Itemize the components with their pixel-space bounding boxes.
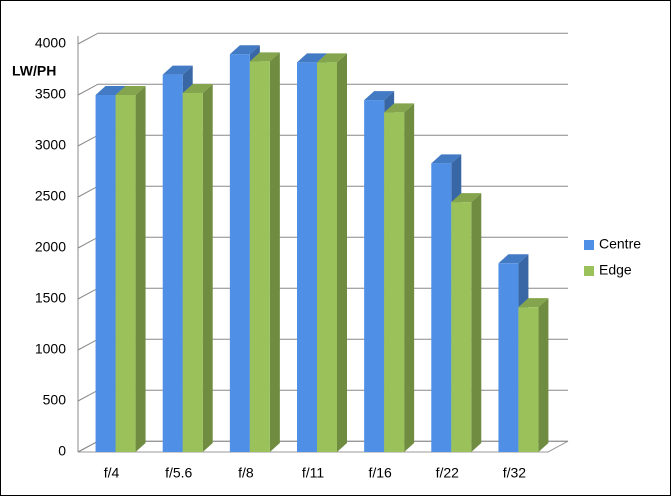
- bar-side: [202, 83, 213, 453]
- bar-top: [451, 193, 482, 203]
- bar: [297, 62, 317, 453]
- bar: [431, 163, 452, 452]
- bar: [451, 202, 472, 452]
- bar-top: [249, 52, 280, 62]
- bar-top: [364, 91, 395, 101]
- bar: [229, 54, 250, 452]
- bar: [249, 61, 270, 453]
- x-tick-label: f/11: [302, 465, 325, 481]
- legend-label: Edge: [599, 262, 632, 278]
- bar-side: [337, 53, 347, 453]
- bar: [95, 95, 116, 452]
- y-tick-label: 0: [58, 443, 66, 459]
- bar-top: [384, 103, 415, 113]
- bar-top: [498, 254, 529, 264]
- legend-label: Centre: [599, 236, 641, 252]
- x-tick-label: f/22: [436, 465, 460, 481]
- bar-top: [431, 154, 462, 164]
- bar: [317, 62, 337, 453]
- bar-top: [229, 45, 260, 55]
- bar: [364, 100, 385, 452]
- legend-swatch: [584, 266, 594, 276]
- x-tick-label: f/5.6: [165, 465, 192, 481]
- bar: [182, 92, 203, 453]
- bar: [518, 307, 539, 452]
- y-axis-label: LW/PH: [12, 63, 56, 79]
- bar-side: [471, 193, 482, 452]
- x-tick-label: f/32: [503, 465, 527, 481]
- x-tick-label: f/4: [104, 465, 120, 481]
- bar-top: [182, 83, 213, 93]
- bar-side: [135, 86, 146, 452]
- legend-swatch: [584, 240, 594, 250]
- grid-line: [77, 32, 568, 45]
- bar-top: [518, 298, 549, 308]
- bar-side: [404, 103, 415, 452]
- x-tick-label: f/8: [238, 465, 254, 481]
- bar: [162, 74, 183, 452]
- bar: [384, 112, 405, 452]
- y-tick-label: 3000: [35, 137, 66, 153]
- y-tick-label: 4000: [35, 35, 66, 51]
- bar: [115, 95, 136, 452]
- bar-top: [317, 53, 347, 63]
- y-tick-label: 3500: [35, 86, 66, 102]
- bar-side: [269, 52, 280, 453]
- bar: [498, 263, 519, 452]
- y-tick-label: 2500: [35, 188, 66, 204]
- grid-line: [77, 83, 568, 96]
- y-tick-label: 500: [43, 392, 67, 408]
- bar-top: [162, 65, 193, 75]
- y-tick-label: 2000: [35, 239, 66, 255]
- bar-side: [538, 298, 549, 452]
- y-tick-label: 1000: [35, 341, 66, 357]
- x-tick-label: f/16: [368, 465, 392, 481]
- bar-top: [115, 86, 146, 95]
- y-tick-label: 1500: [35, 290, 66, 306]
